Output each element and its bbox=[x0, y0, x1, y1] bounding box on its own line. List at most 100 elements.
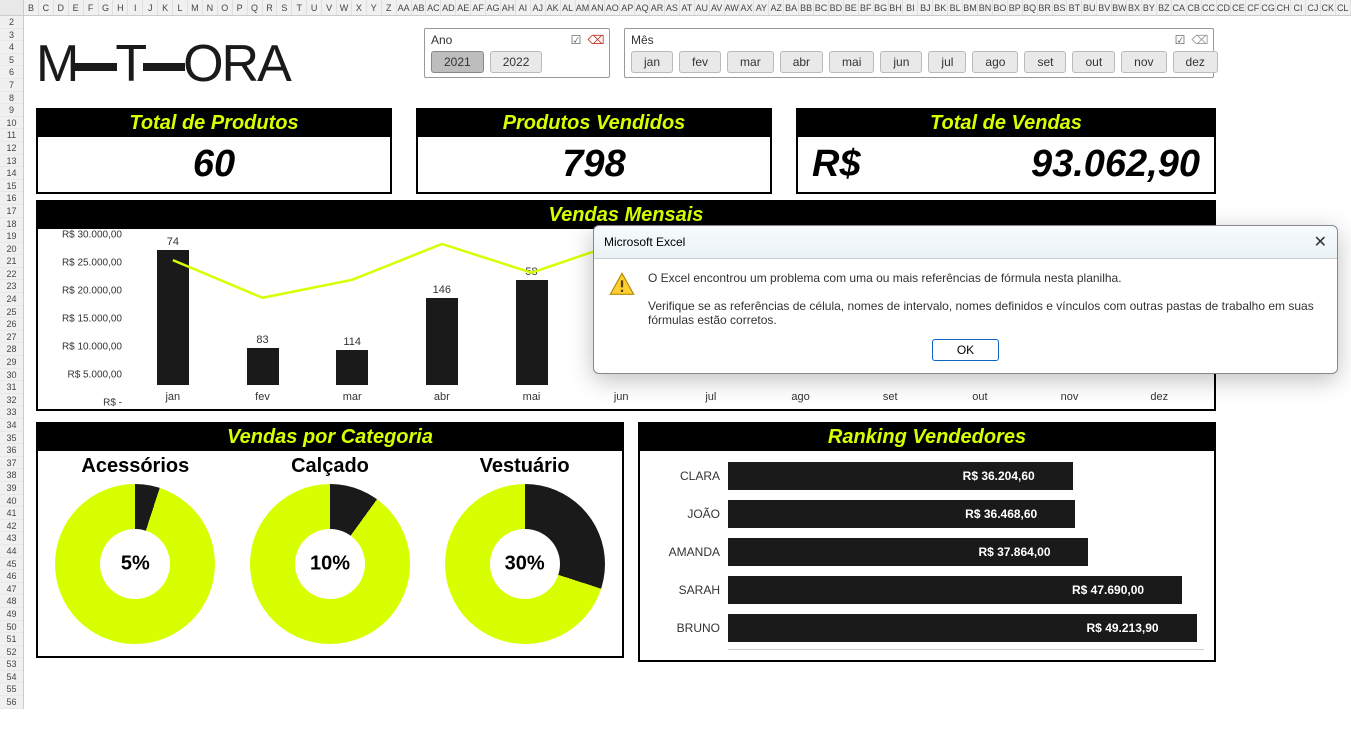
column-header[interactable]: BU bbox=[1082, 0, 1097, 15]
column-header[interactable]: W bbox=[337, 0, 352, 15]
row-header[interactable]: 51 bbox=[0, 633, 23, 646]
multiselect-icon[interactable]: ☑ bbox=[1173, 33, 1187, 47]
row-header[interactable]: 54 bbox=[0, 671, 23, 684]
row-header[interactable]: 19 bbox=[0, 230, 23, 243]
row-header[interactable]: 21 bbox=[0, 255, 23, 268]
row-header[interactable]: 20 bbox=[0, 243, 23, 256]
row-header[interactable]: 38 bbox=[0, 469, 23, 482]
column-header[interactable]: BA bbox=[784, 0, 799, 15]
column-header[interactable]: BJ bbox=[918, 0, 933, 15]
column-header[interactable]: CL bbox=[1336, 0, 1351, 15]
column-header[interactable]: M bbox=[188, 0, 203, 15]
row-header[interactable]: 25 bbox=[0, 306, 23, 319]
row-header[interactable]: 9 bbox=[0, 104, 23, 117]
column-header[interactable]: CD bbox=[1217, 0, 1232, 15]
row-header[interactable]: 23 bbox=[0, 280, 23, 293]
column-header[interactable]: J bbox=[143, 0, 158, 15]
column-header[interactable]: D bbox=[54, 0, 69, 15]
column-header[interactable]: CF bbox=[1246, 0, 1261, 15]
row-header[interactable]: 39 bbox=[0, 482, 23, 495]
column-header[interactable]: AS bbox=[665, 0, 680, 15]
row-header[interactable]: 2 bbox=[0, 16, 23, 29]
multiselect-icon[interactable]: ☑ bbox=[569, 33, 583, 47]
column-header[interactable]: BV bbox=[1097, 0, 1112, 15]
column-header[interactable]: AR bbox=[650, 0, 665, 15]
column-header[interactable]: AY bbox=[754, 0, 769, 15]
row-header[interactable]: 27 bbox=[0, 331, 23, 344]
slicer-option-out[interactable]: out bbox=[1072, 51, 1115, 73]
ok-button[interactable]: OK bbox=[932, 339, 999, 361]
row-header[interactable]: 44 bbox=[0, 545, 23, 558]
row-header[interactable]: 22 bbox=[0, 268, 23, 281]
column-header[interactable]: E bbox=[69, 0, 84, 15]
row-header[interactable]: 41 bbox=[0, 507, 23, 520]
row-header[interactable]: 36 bbox=[0, 444, 23, 457]
row-header[interactable]: 46 bbox=[0, 570, 23, 583]
column-header[interactable]: AH bbox=[501, 0, 516, 15]
row-header[interactable]: 56 bbox=[0, 696, 23, 709]
column-header[interactable]: AK bbox=[546, 0, 561, 15]
column-header[interactable]: AX bbox=[740, 0, 755, 15]
close-icon[interactable]: ✕ bbox=[1314, 232, 1327, 252]
column-header[interactable]: Q bbox=[248, 0, 263, 15]
column-header[interactable]: AW bbox=[725, 0, 740, 15]
row-header[interactable]: 31 bbox=[0, 381, 23, 394]
row-header[interactable]: 43 bbox=[0, 532, 23, 545]
column-header[interactable]: AC bbox=[426, 0, 441, 15]
row-header[interactable]: 48 bbox=[0, 595, 23, 608]
row-header[interactable]: 14 bbox=[0, 167, 23, 180]
column-header[interactable]: AP bbox=[620, 0, 635, 15]
row-header[interactable]: 7 bbox=[0, 79, 23, 92]
column-header[interactable]: O bbox=[218, 0, 233, 15]
row-header[interactable]: 52 bbox=[0, 646, 23, 659]
slicer-option-set[interactable]: set bbox=[1024, 51, 1066, 73]
slicer-option-abr[interactable]: abr bbox=[780, 51, 823, 73]
slicer-option-2022[interactable]: 2022 bbox=[490, 51, 543, 73]
row-header[interactable]: 13 bbox=[0, 155, 23, 168]
column-header[interactable]: CG bbox=[1261, 0, 1276, 15]
row-header[interactable]: 10 bbox=[0, 117, 23, 130]
slicer-option-jul[interactable]: jul bbox=[928, 51, 966, 73]
column-header[interactable]: S bbox=[277, 0, 292, 15]
column-header[interactable]: BN bbox=[978, 0, 993, 15]
column-header[interactable]: AQ bbox=[635, 0, 650, 15]
column-header[interactable]: CB bbox=[1187, 0, 1202, 15]
column-header[interactable]: BX bbox=[1127, 0, 1142, 15]
column-header[interactable]: AO bbox=[605, 0, 620, 15]
column-header[interactable]: AE bbox=[456, 0, 471, 15]
column-header[interactable]: AJ bbox=[531, 0, 546, 15]
column-header[interactable]: P bbox=[233, 0, 248, 15]
row-header[interactable]: 55 bbox=[0, 683, 23, 696]
row-header[interactable]: 34 bbox=[0, 419, 23, 432]
column-header[interactable]: BW bbox=[1112, 0, 1127, 15]
column-header[interactable]: Z bbox=[382, 0, 397, 15]
clear-filter-icon[interactable]: ⌫ bbox=[589, 33, 603, 47]
column-header[interactable]: BE bbox=[844, 0, 859, 15]
row-header[interactable]: 17 bbox=[0, 205, 23, 218]
column-header[interactable]: X bbox=[352, 0, 367, 15]
column-header[interactable]: CC bbox=[1202, 0, 1217, 15]
column-header[interactable]: AF bbox=[471, 0, 486, 15]
slicer-option-2021[interactable]: 2021 bbox=[431, 51, 484, 73]
column-header[interactable]: BF bbox=[859, 0, 874, 15]
column-header[interactable]: BZ bbox=[1157, 0, 1172, 15]
column-header[interactable]: BP bbox=[1008, 0, 1023, 15]
column-header[interactable]: CH bbox=[1276, 0, 1291, 15]
row-header[interactable]: 5 bbox=[0, 54, 23, 67]
row-header[interactable]: 30 bbox=[0, 369, 23, 382]
row-header[interactable]: 11 bbox=[0, 129, 23, 142]
column-header[interactable]: BG bbox=[874, 0, 889, 15]
row-header[interactable]: 49 bbox=[0, 608, 23, 621]
row-header[interactable]: 15 bbox=[0, 180, 23, 193]
row-header[interactable]: 33 bbox=[0, 406, 23, 419]
row-header[interactable]: 24 bbox=[0, 293, 23, 306]
row-header[interactable]: 29 bbox=[0, 356, 23, 369]
row-header[interactable]: 45 bbox=[0, 558, 23, 571]
row-header[interactable]: 18 bbox=[0, 218, 23, 231]
column-header[interactable]: AV bbox=[710, 0, 725, 15]
row-header[interactable]: 6 bbox=[0, 66, 23, 79]
slicer-option-dez[interactable]: dez bbox=[1173, 51, 1218, 73]
column-header[interactable]: F bbox=[84, 0, 99, 15]
column-header[interactable]: BC bbox=[814, 0, 829, 15]
slicer-month[interactable]: Mês ☑ ⌫ janfevmarabrmaijunjulagosetoutno… bbox=[624, 28, 1214, 78]
